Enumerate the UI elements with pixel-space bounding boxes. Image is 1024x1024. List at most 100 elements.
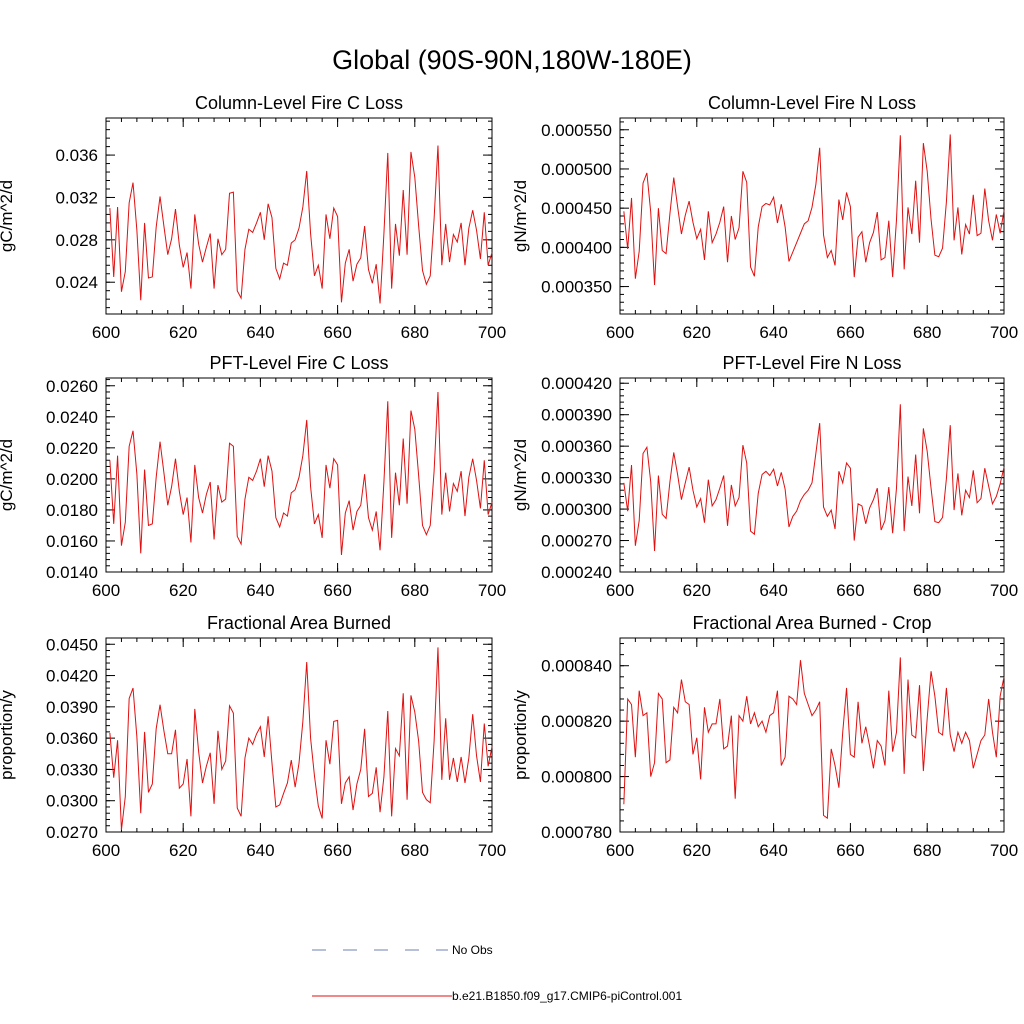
x-tick-label: 700 (478, 581, 506, 600)
y-axis-label: gN/m^2/d (511, 180, 530, 252)
chart-panel-3: 600 620 640 660 680 700 0.0140 0.0160 0.0180 0.02… (0, 353, 506, 600)
plot-frame (105, 637, 493, 833)
chart-panel-6: 600 620 640 660 680 700 0.000780 0.000800 0.0008… (511, 613, 1018, 860)
y-tick-label: 0.000500 (541, 160, 612, 179)
x-tick-label: 680 (913, 323, 941, 342)
y-tick-label: 0.0220 (46, 439, 98, 458)
panel-title: Fractional Area Burned - Crop (692, 613, 931, 633)
y-axis-label: gC/m^2/d (0, 180, 16, 252)
x-tick-label: 600 (606, 841, 634, 860)
x-tick-label: 640 (759, 581, 787, 600)
x-tick-label: 640 (759, 841, 787, 860)
x-tick-label: 600 (92, 323, 120, 342)
y-tick-label: 0.000550 (541, 121, 612, 140)
y-tick-label: 0.0270 (46, 823, 98, 842)
x-tick-label: 640 (246, 323, 274, 342)
panel-title: Column-Level Fire C Loss (195, 93, 403, 113)
x-tick-label: 700 (990, 323, 1018, 342)
x-tick-label: 640 (246, 841, 274, 860)
series-line (109, 145, 493, 304)
y-tick-label: 0.0180 (46, 501, 98, 520)
x-tick-label: 600 (92, 581, 120, 600)
panel-title: PFT-Level Fire N Loss (722, 353, 901, 373)
y-axis-label: gN/m^2/d (511, 439, 530, 511)
y-tick-label: 0.000240 (541, 563, 612, 582)
x-tick-label: 620 (169, 323, 197, 342)
y-tick-label: 0.000390 (541, 406, 612, 425)
panel-title: Fractional Area Burned (207, 613, 391, 633)
x-tick-label: 700 (478, 841, 506, 860)
x-tick-label: 700 (990, 581, 1018, 600)
x-tick-label: 620 (683, 841, 711, 860)
x-tick-label: 600 (606, 323, 634, 342)
y-tick-label: 0.000400 (541, 238, 612, 257)
plot-frame (619, 117, 1005, 315)
x-tick-label: 620 (169, 841, 197, 860)
x-tick-label: 680 (401, 581, 429, 600)
y-tick-label: 0.0200 (46, 470, 98, 489)
series-line (109, 391, 493, 555)
y-tick-label: 0.000780 (541, 823, 612, 842)
y-tick-label: 0.0450 (46, 635, 98, 654)
y-tick-label: 0.0390 (46, 698, 98, 717)
x-tick-label: 640 (759, 323, 787, 342)
x-tick-label: 620 (169, 581, 197, 600)
x-tick-label: 600 (606, 581, 634, 600)
x-tick-label: 680 (401, 323, 429, 342)
page-title: Global (90S-90N,180W-180E) (332, 45, 692, 75)
x-tick-label: 680 (913, 841, 941, 860)
y-tick-label: 0.032 (55, 188, 98, 207)
y-tick-label: 0.028 (55, 231, 98, 250)
chart-panel-4: 600 620 640 660 680 700 0.000240 0.000270 0.0003… (511, 353, 1018, 600)
x-tick-label: 600 (92, 841, 120, 860)
y-tick-label: 0.0140 (46, 563, 98, 582)
y-tick-label: 0.024 (55, 273, 98, 292)
x-tick-label: 700 (990, 841, 1018, 860)
x-tick-label: 620 (683, 581, 711, 600)
y-tick-label: 0.0360 (46, 729, 98, 748)
y-tick-label: 0.000800 (541, 768, 612, 787)
series-line (109, 647, 493, 830)
y-tick-label: 0.000300 (541, 500, 612, 519)
plot-frame (619, 377, 1005, 573)
y-tick-label: 0.0330 (46, 760, 98, 779)
y-tick-label: 0.000450 (541, 199, 612, 218)
panel-title: Column-Level Fire N Loss (708, 93, 916, 113)
y-tick-label: 0.000820 (541, 712, 612, 731)
plot-frame (105, 377, 493, 573)
legend-label-1: No Obs (452, 943, 493, 957)
x-tick-label: 640 (246, 581, 274, 600)
y-axis-label: proportion/y (511, 690, 530, 780)
series-line (623, 657, 1005, 820)
x-tick-label: 660 (836, 323, 864, 342)
y-tick-label: 0.036 (55, 146, 98, 165)
legend: No Obs b.e21.B1850.f09_g17.CMIP6-piContro… (312, 943, 682, 1003)
x-tick-label: 700 (478, 323, 506, 342)
y-tick-label: 0.000420 (541, 374, 612, 393)
y-tick-label: 0.000330 (541, 469, 612, 488)
chart-panel-1: 600 620 640 660 680 700 0.024 0.028 0.032 0.036 gC… (0, 93, 506, 342)
x-tick-label: 660 (323, 323, 351, 342)
y-tick-label: 0.0240 (46, 408, 98, 427)
plot-frame (619, 637, 1005, 833)
chart-panel-5: 600 620 640 660 680 700 0.0270 0.0300 0.0330 0.03… (0, 613, 506, 860)
x-tick-label: 660 (836, 581, 864, 600)
y-tick-label: 0.000840 (541, 657, 612, 676)
x-tick-label: 680 (401, 841, 429, 860)
x-tick-label: 660 (836, 841, 864, 860)
y-tick-label: 0.000360 (541, 437, 612, 456)
x-tick-label: 660 (323, 841, 351, 860)
x-tick-label: 620 (683, 323, 711, 342)
x-tick-label: 660 (323, 581, 351, 600)
panel-title: PFT-Level Fire C Loss (209, 353, 388, 373)
y-tick-label: 0.0300 (46, 792, 98, 811)
series-line (623, 134, 1005, 286)
y-tick-label: 0.000350 (541, 278, 612, 297)
series-line (623, 404, 1005, 552)
y-axis-label: gC/m^2/d (0, 439, 16, 511)
y-tick-label: 0.000270 (541, 532, 612, 551)
y-tick-label: 0.0420 (46, 667, 98, 686)
plot-frame (105, 117, 493, 315)
y-axis-label: proportion/y (0, 690, 16, 780)
